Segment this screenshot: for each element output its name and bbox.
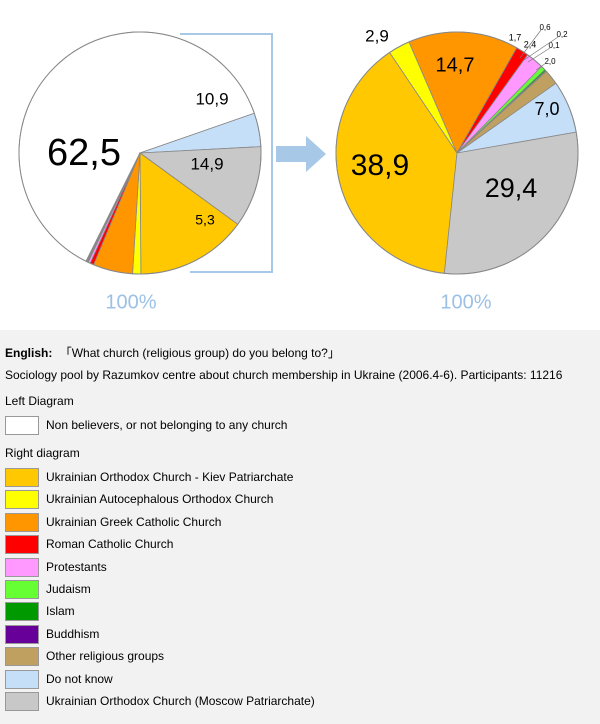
pie1-value-label-ukrainian-orthodox-church-moscow-patriarchate: 10,9	[195, 89, 228, 108]
pie2-outline	[335, 31, 579, 275]
legend-swatch-ukrainian-orthodox-church-moscow-patriarchate	[5, 692, 39, 711]
pie2-leader-line-1	[523, 36, 559, 61]
pie2-value-label-buddhism: 0,1	[548, 41, 560, 50]
pie2-value-label-islam: 0,2	[556, 30, 568, 39]
question-line: English: 「What church (religious group) …	[5, 344, 340, 361]
legend-swatch-roman-catholic-church	[5, 535, 39, 555]
pie2-value-label-ukrainian-autocephalous-orthodox-church: 2,9	[365, 26, 389, 45]
legend-label-ukrainian-autocephalous-orthodox-church: Ukrainian Autocephalous Orthodox Church	[46, 492, 274, 507]
english-label: English:	[5, 346, 53, 360]
legend-swatch-islam	[5, 602, 39, 622]
legend-label-roman-catholic-church: Roman Catholic Church	[46, 537, 174, 552]
pie1-value-label-non-believers-or-not-belonging-to-any-church: 62,5	[47, 132, 121, 174]
legend-swatch-do-not-know	[5, 669, 39, 689]
pie-charts: 62,510,914,95,338,92,914,71,72,40,60,20,…	[18, 23, 579, 313]
legend-label-buddhism: Buddhism	[46, 626, 100, 641]
connector-arrow	[276, 136, 326, 172]
chart-area: 62,510,914,95,338,92,914,71,72,40,60,20,…	[0, 0, 600, 330]
legend-swatch-ukrainian-greek-catholic-church	[5, 512, 39, 532]
pie2-value-label-other-religious-groups: 2,0	[544, 57, 556, 66]
legend-swatch-ukrainian-orthodox-church-kiev-patriarchate	[5, 468, 39, 487]
pie2-value-label-ukrainian-orthodox-church-kiev-patriarchate: 38,9	[351, 149, 409, 182]
right-diagram-heading: Right diagram	[5, 446, 80, 460]
legend-label-non-believers-or-not-belonging-to-any-church: Non believers, or not belonging to any c…	[46, 418, 288, 432]
pie2-total-label: 100%	[440, 291, 491, 313]
legend-label-do-not-know: Do not know	[46, 671, 113, 686]
legend-label-ukrainian-orthodox-church-kiev-patriarchate: Ukrainian Orthodox Church - Kiev Patriar…	[46, 470, 294, 484]
legend-label-protestants: Protestants	[46, 559, 107, 574]
legend-swatch-ukrainian-autocephalous-orthodox-church	[5, 490, 39, 510]
legend-swatch-other-religious-groups	[5, 647, 39, 667]
pie2-value-label-ukrainian-greek-catholic-church: 14,7	[436, 54, 475, 76]
pie1-value-label-ukrainian-orthodox-church-kiev-patriarchate: 14,9	[190, 154, 223, 173]
legend-label-ukrainian-orthodox-church-moscow-patriarchate: Ukrainian Orthodox Church (Moscow Patria…	[46, 694, 315, 708]
left-diagram-heading: Left Diagram	[5, 394, 74, 408]
pie2-leader-line-3	[535, 62, 547, 71]
legend-swatch-buddhism	[5, 624, 39, 644]
pie2-leader-line-2	[527, 47, 551, 63]
pie2-value-label-roman-catholic-church: 1,7	[509, 32, 522, 42]
legend-swatch-judaism	[5, 580, 39, 599]
pie2-leader-line-0	[519, 29, 542, 59]
pie2-value-label-ukrainian-orthodox-church-moscow-patriarchate: 29,4	[485, 173, 538, 203]
source-text: Sociology pool by Razumkov centre about …	[5, 368, 563, 382]
legend-label-judaism: Judaism	[46, 582, 91, 596]
pie1-total-label: 100%	[105, 291, 156, 313]
pie2-value-label-do-not-know: 7,0	[534, 99, 559, 119]
pie1-outline	[18, 31, 262, 275]
connector-bracket	[180, 33, 273, 273]
pie2-value-label-judaism: 0,6	[539, 23, 551, 32]
question-text: 「What church (religious group) do you be…	[59, 346, 340, 360]
legend-label-other-religious-groups: Other religious groups	[46, 649, 165, 664]
legend-swatch-non-believers-or-not-belonging-to-any-church	[5, 416, 39, 435]
legend-label-ukrainian-greek-catholic-church: Ukrainian Greek Catholic Church	[46, 514, 222, 529]
legend-swatch-protestants	[5, 557, 39, 577]
legend-label-islam: Islam	[46, 604, 75, 619]
caption-area: English: 「What church (religious group) …	[0, 330, 600, 724]
pie1-value-label-ukrainian-greek-catholic-church: 5,3	[195, 212, 215, 228]
